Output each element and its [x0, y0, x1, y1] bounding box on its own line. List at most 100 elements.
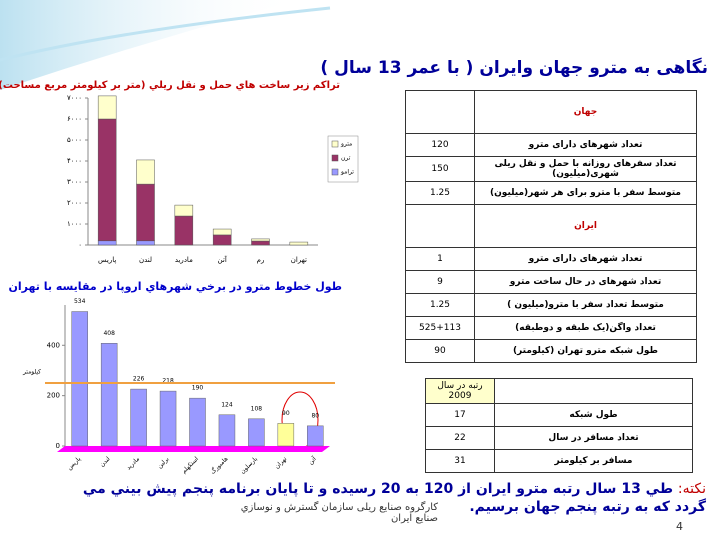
x-tick-label: مادرید	[125, 456, 141, 472]
section-row: ایران	[405, 204, 697, 248]
chart-title: تراكم زير ساخت هاي حمل و نقل ريلي (متر ب…	[0, 80, 340, 91]
row-value: 1.25	[405, 293, 475, 317]
section-blank	[405, 204, 475, 248]
row-label: تعداد شهرهای در حال ساخت مترو	[474, 270, 697, 294]
x-tick-label: پاریس	[98, 256, 116, 264]
y-tick-label: 400	[47, 341, 60, 349]
section-title: ایران	[474, 204, 697, 248]
row-value: 22	[425, 426, 495, 450]
y-axis-label: کیلومتر	[22, 369, 41, 376]
value-label: 534	[74, 298, 86, 305]
header-row: رتبه در سال 2009	[425, 378, 693, 404]
row-label: طول شبکه مترو تهران (کیلومتر)	[474, 339, 697, 363]
row-label: طول شبکه	[494, 403, 693, 427]
table-row: متوسط تعداد سفر با مترو(میلیون ) 1.25	[405, 293, 697, 317]
row-label: تعداد واگن(یک طبقه و دوطبقه)	[474, 316, 697, 340]
x-tick-label: لندن	[139, 256, 152, 264]
value-label: 90	[282, 410, 290, 417]
legend-label: مترو	[340, 141, 352, 148]
value-label: 190	[192, 385, 204, 392]
row-value: 17	[425, 403, 495, 427]
legend-swatch	[331, 140, 339, 148]
bar-segment	[97, 95, 117, 120]
value-label: 108	[251, 405, 263, 412]
bar-segment	[136, 159, 155, 185]
section-row: جهان	[405, 90, 697, 134]
note-text: طي 13 سال رتبه مترو ايران از 120 به 20 ر…	[82, 481, 706, 515]
table-row: طول شبکه 17	[425, 403, 693, 427]
table-row: طول شبکه مترو تهران (کیلومتر) 90	[405, 339, 697, 363]
x-tick-label: پاریس	[66, 455, 82, 471]
legend-label: ترامو	[340, 169, 354, 176]
world-iran-table: جهان تعداد شهرهای دارای مترو 120 تعداد سفره…	[405, 90, 697, 363]
value-label: 80	[311, 412, 319, 419]
bar-segment	[289, 241, 309, 246]
row-label: مسافر بر کیلومتر	[494, 449, 693, 473]
bar	[189, 397, 206, 447]
decor-line	[0, 6, 331, 62]
bar	[71, 311, 88, 447]
bar	[130, 388, 147, 447]
x-tick-label: لندن	[99, 455, 112, 468]
y-tick-label: ۳۰۰۰	[67, 178, 82, 186]
x-tick-label: مادرید	[175, 256, 193, 264]
y-tick-label: ۷۰۰۰	[67, 94, 82, 102]
bar	[248, 418, 265, 447]
note: نکته: طي 13 سال رتبه مترو ايران از 120 ب…	[66, 480, 706, 516]
bar-segment	[136, 240, 155, 246]
bar	[307, 425, 324, 447]
x-tick-label: تهران	[274, 455, 289, 470]
value-label: 226	[133, 376, 145, 383]
row-value: 1	[405, 247, 475, 271]
bar	[100, 343, 118, 447]
y-tick-label: ۴۰۰۰	[67, 157, 82, 165]
value-label: 218	[162, 378, 174, 385]
page-number: 4	[676, 520, 683, 533]
row-label: تعداد سفرهای روزانه با حمل و نقل ریلی شه…	[474, 156, 697, 182]
value-label: 408	[103, 330, 115, 337]
legend-label: ترن	[341, 155, 351, 162]
x-tick-label: برلین	[156, 455, 171, 470]
table-row: مسافر بر کیلومتر 31	[425, 449, 693, 473]
legend-swatch	[331, 154, 339, 162]
y-tick-label: ۲۰۰۰	[67, 199, 82, 207]
bar-segment	[97, 240, 117, 246]
table-row: تعداد واگن(یک طبقه و دوطبقه) 525+113	[405, 316, 697, 340]
y-tick-label: 200	[47, 392, 60, 400]
bar-segment	[174, 215, 194, 246]
value-label: 124	[221, 401, 233, 408]
row-value: 525+113	[405, 316, 475, 340]
floor	[57, 446, 330, 452]
decor-swoosh	[0, 0, 300, 90]
y-tick-label: ۶۰۰۰	[67, 115, 82, 123]
bar-segment	[251, 238, 270, 242]
section-title: جهان	[474, 90, 697, 134]
row-label: تعداد مسافر در سال	[494, 426, 693, 450]
header-blank	[494, 378, 693, 404]
footer: کارگروه صنایع ریلی سازمان گسترش و نوسازي…	[240, 502, 438, 524]
table-row: تعداد شهرهای دارای مترو 1	[405, 247, 697, 271]
bar	[277, 423, 295, 447]
row-label: متوسط سفر با مترو برای هر شهر(میلیون)	[474, 181, 697, 205]
x-tick-label: آتن	[218, 255, 228, 264]
section-blank	[405, 90, 475, 134]
row-value: 1.25	[405, 181, 475, 205]
x-tick-label: استکهلم	[180, 455, 200, 475]
bar-segment	[251, 240, 270, 246]
y-tick-label: ۱۰۰۰	[67, 220, 82, 228]
rank-table: رتبه در سال 2009 طول شبکه 17 تعداد مسافر در…	[425, 378, 693, 473]
table-row: تعداد شهرهای در حال ساخت مترو 9	[405, 270, 697, 294]
y-tick-label: ۵۰۰۰	[67, 136, 82, 144]
bar	[159, 390, 177, 447]
row-value: 31	[425, 449, 495, 473]
table-row: تعداد شهرهای دارای مترو 120	[405, 133, 697, 157]
row-label: تعداد شهرهای دارای مترو	[474, 133, 697, 157]
y-tick-label: ۰	[78, 241, 82, 249]
x-tick-label: بارسلون	[239, 455, 259, 475]
row-label: تعداد شهرهای دارای مترو	[474, 247, 697, 271]
row-value: 120	[405, 133, 475, 157]
chart-title: طول خطوط مترو در برخي شهرهاي اروپا در مق…	[9, 280, 343, 293]
bar-segment	[174, 204, 194, 217]
